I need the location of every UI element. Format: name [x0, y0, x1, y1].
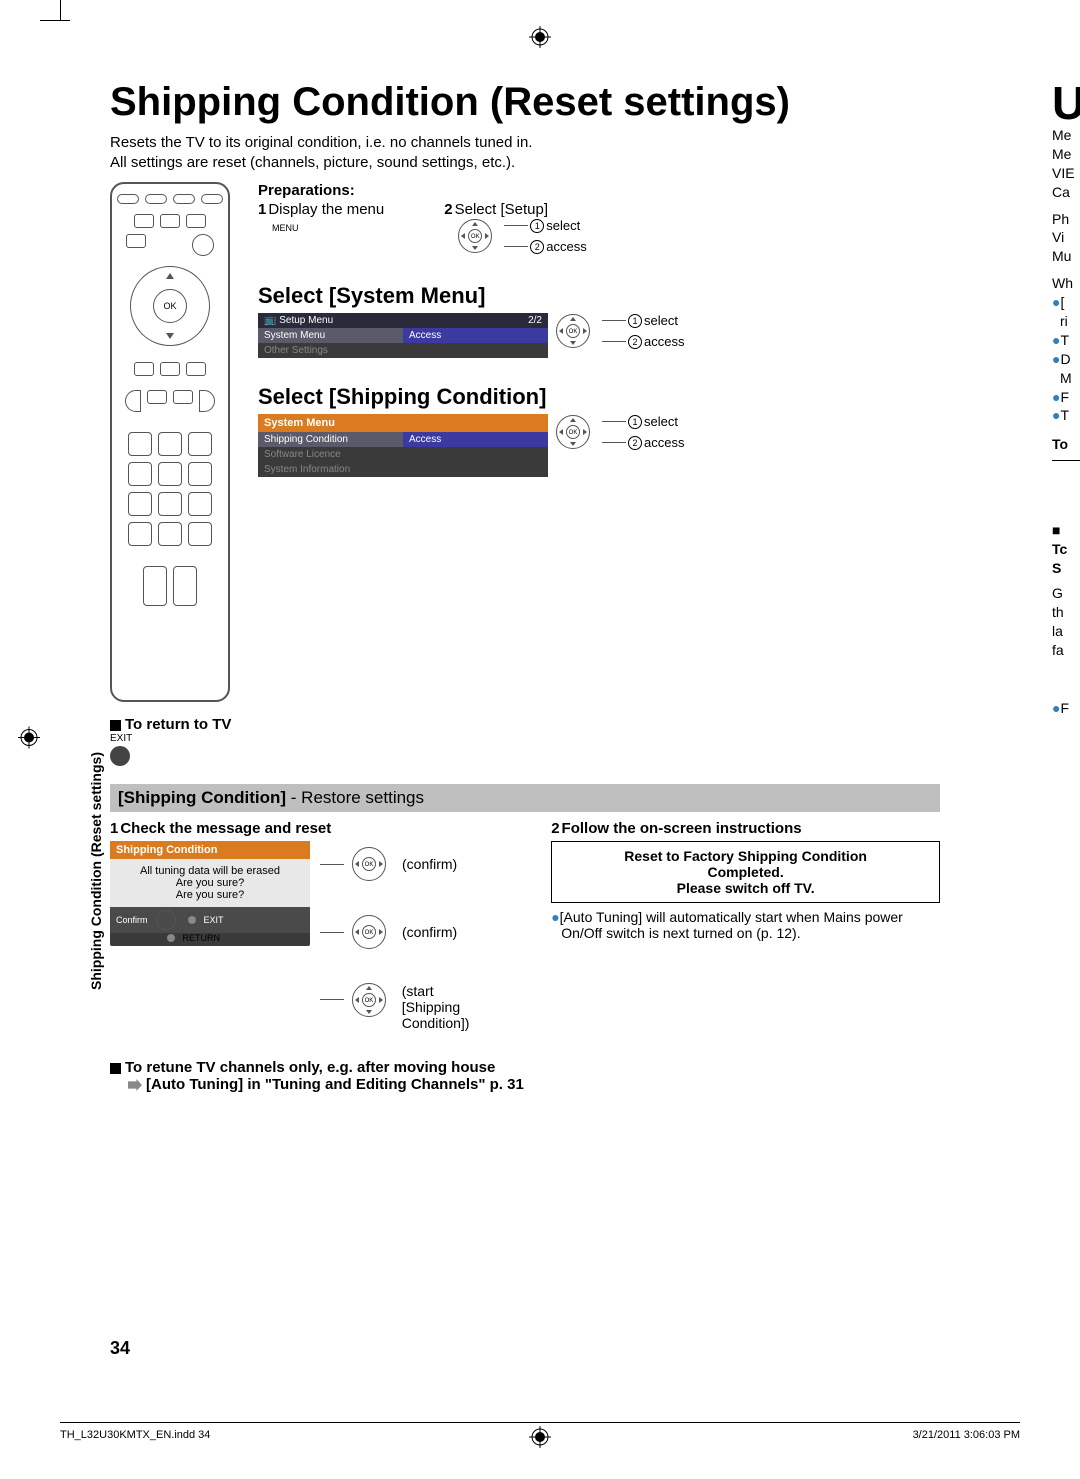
annot-select: select — [546, 218, 580, 233]
retune-link-text: [Auto Tuning] in "Tuning and Editing Cha… — [146, 1076, 524, 1093]
select-access-annotation: 1select 2access — [504, 218, 586, 254]
sys-row-licence: Software Licence — [258, 447, 403, 462]
menu-key-icon: MENU — [272, 223, 299, 233]
sidebar-label: Shipping Condition (Reset settings) — [88, 752, 104, 990]
gray-bar-bold: [Shipping Condition] — [118, 788, 286, 807]
annot-access: access — [546, 239, 586, 254]
annot-select: select — [644, 313, 678, 328]
action-confirm-1: OK (confirm) — [320, 847, 531, 881]
dpad-small-icon — [156, 910, 180, 930]
annot-access: access — [644, 334, 684, 349]
remote-illustration: OK — [110, 182, 230, 702]
dpad-icon: OK — [352, 915, 394, 949]
annot-access: access — [644, 435, 684, 450]
confirm-msg-1: All tuning data will be erased — [118, 865, 302, 877]
confirm-osd: Shipping Condition All tuning data will … — [110, 841, 310, 946]
action-start: OK (start [Shipping Condition]) — [320, 983, 531, 1031]
exit-button-icon — [110, 746, 130, 766]
return-to-tv-section: To return to TV EXIT — [110, 716, 240, 766]
msgbox-l2: Completed. — [562, 864, 929, 880]
substep-1: 1Check the message and reset — [110, 820, 531, 837]
setup-row-system-val: Access — [403, 328, 548, 343]
intro-line1: Resets the TV to its original condition,… — [110, 134, 532, 151]
footer-timestamp: 3/21/2011 3:06:03 PM — [913, 1429, 1020, 1441]
prep-step-1: 1Display the menu MENU — [258, 201, 384, 257]
bullet-icon: ● — [551, 909, 559, 925]
dpad-icon: OK — [352, 847, 394, 881]
system-menu-osd: System Menu Shipping ConditionAccess Sof… — [258, 414, 548, 477]
intro-line2: All settings are reset (channels, pictur… — [110, 154, 515, 171]
sys-row-info: System Information — [258, 462, 403, 477]
annot-select: select — [644, 414, 678, 429]
setup-menu-osd: 📺 Setup Menu2/2 System MenuAccess Other … — [258, 313, 548, 358]
action-confirm-text: (confirm) — [402, 856, 457, 872]
step-heading-1: Select [System Menu] — [258, 283, 940, 309]
remote-column: OK To return to TV EXIT — [110, 182, 240, 766]
menu-key-label: MENU — [272, 223, 299, 233]
action-start-text: (start [Shipping Condition]) — [402, 983, 531, 1031]
dot-icon — [188, 916, 196, 924]
retune-section: To retune TV channels only, e.g. after m… — [110, 1059, 940, 1093]
reg-mark-left — [18, 726, 40, 753]
sys-row-shipping-val: Access — [403, 432, 548, 447]
substep-2: 2Follow the on-screen instructions — [551, 820, 940, 837]
setup-menu-title: Setup Menu — [279, 315, 333, 326]
rc-big: U — [1052, 80, 1080, 126]
return-small-label: RETURN — [183, 933, 221, 943]
page-number: 34 — [110, 1338, 130, 1359]
prep-step-2: 2Select [Setup] OK 1select 2access — [444, 201, 586, 257]
lower-right: 2Follow the on-screen instructions Reset… — [551, 820, 940, 1031]
setup-row-system: System Menu — [258, 328, 403, 343]
page-title: Shipping Condition (Reset settings) — [110, 80, 940, 125]
dpad-icon: OK — [458, 219, 500, 253]
sub2-text: Follow the on-screen instructions — [562, 820, 802, 837]
print-footer: TH_L32U30KMTX_EN.indd 34 3/21/2011 3:06:… — [60, 1422, 1020, 1441]
confirm-msg-2: Are you sure? — [118, 877, 302, 889]
action-confirm-2: OK (confirm) — [320, 915, 531, 949]
after-note: ●[Auto Tuning] will automatically start … — [551, 909, 940, 941]
setup-row-other: Other Settings — [258, 343, 403, 358]
confirm-label: Confirm — [116, 915, 148, 925]
system-menu-title: System Menu — [258, 414, 548, 432]
after-note-text: [Auto Tuning] will automatically start w… — [560, 909, 903, 941]
confirm-msg-3: Are you sure? — [118, 889, 302, 901]
setup-menu-page: 2/2 — [528, 315, 542, 326]
return-to-tv-label: To return to TV — [125, 716, 231, 733]
exit-key-label: EXIT — [110, 733, 240, 744]
msgbox-l3: Please switch off TV. — [562, 880, 929, 896]
page-content: Shipping Condition (Reset settings) Rese… — [110, 80, 940, 1093]
step-heading-2: Select [Shipping Condition] — [258, 384, 940, 410]
arrow-icon — [128, 1079, 142, 1091]
intro-text: Resets the TV to its original condition,… — [110, 133, 940, 172]
content-column: Preparations: 1Display the menu MENU 2Se… — [258, 182, 940, 766]
exit-small-label: EXIT — [204, 915, 224, 925]
prep-step1-text: Display the menu — [268, 201, 384, 218]
dpad-icon: OK — [352, 983, 394, 1017]
lower-left: 1Check the message and reset Shipping Co… — [110, 820, 531, 1031]
msgbox-l1: Reset to Factory Shipping Condition — [562, 848, 929, 864]
gray-bar-rest: - Restore settings — [286, 788, 424, 807]
restore-settings-bar: [Shipping Condition] - Restore settings — [110, 784, 940, 812]
reg-mark-top — [529, 26, 551, 53]
preparations-label: Preparations: — [258, 182, 940, 199]
dpad-icon: OK — [556, 415, 598, 449]
action-confirm-text: (confirm) — [402, 924, 457, 940]
square-bullet-icon — [110, 1063, 121, 1074]
sub1-text: Check the message and reset — [120, 820, 331, 837]
dot-icon — [167, 934, 175, 942]
retune-heading: To retune TV channels only, e.g. after m… — [125, 1059, 495, 1076]
confirm-osd-title: Shipping Condition — [110, 841, 310, 859]
next-page-bleed: U MeMeVIECa PhViMu Wh ●[ ri ●T ●D M ●F ●… — [1052, 80, 1080, 718]
square-bullet-icon — [110, 720, 121, 731]
sys-row-shipping: Shipping Condition — [258, 432, 403, 447]
completion-msgbox: Reset to Factory Shipping Condition Comp… — [551, 841, 940, 903]
prep-step2-text: Select [Setup] — [455, 201, 548, 218]
footer-filename: TH_L32U30KMTX_EN.indd 34 — [60, 1429, 210, 1441]
dpad-icon: OK — [556, 314, 598, 348]
